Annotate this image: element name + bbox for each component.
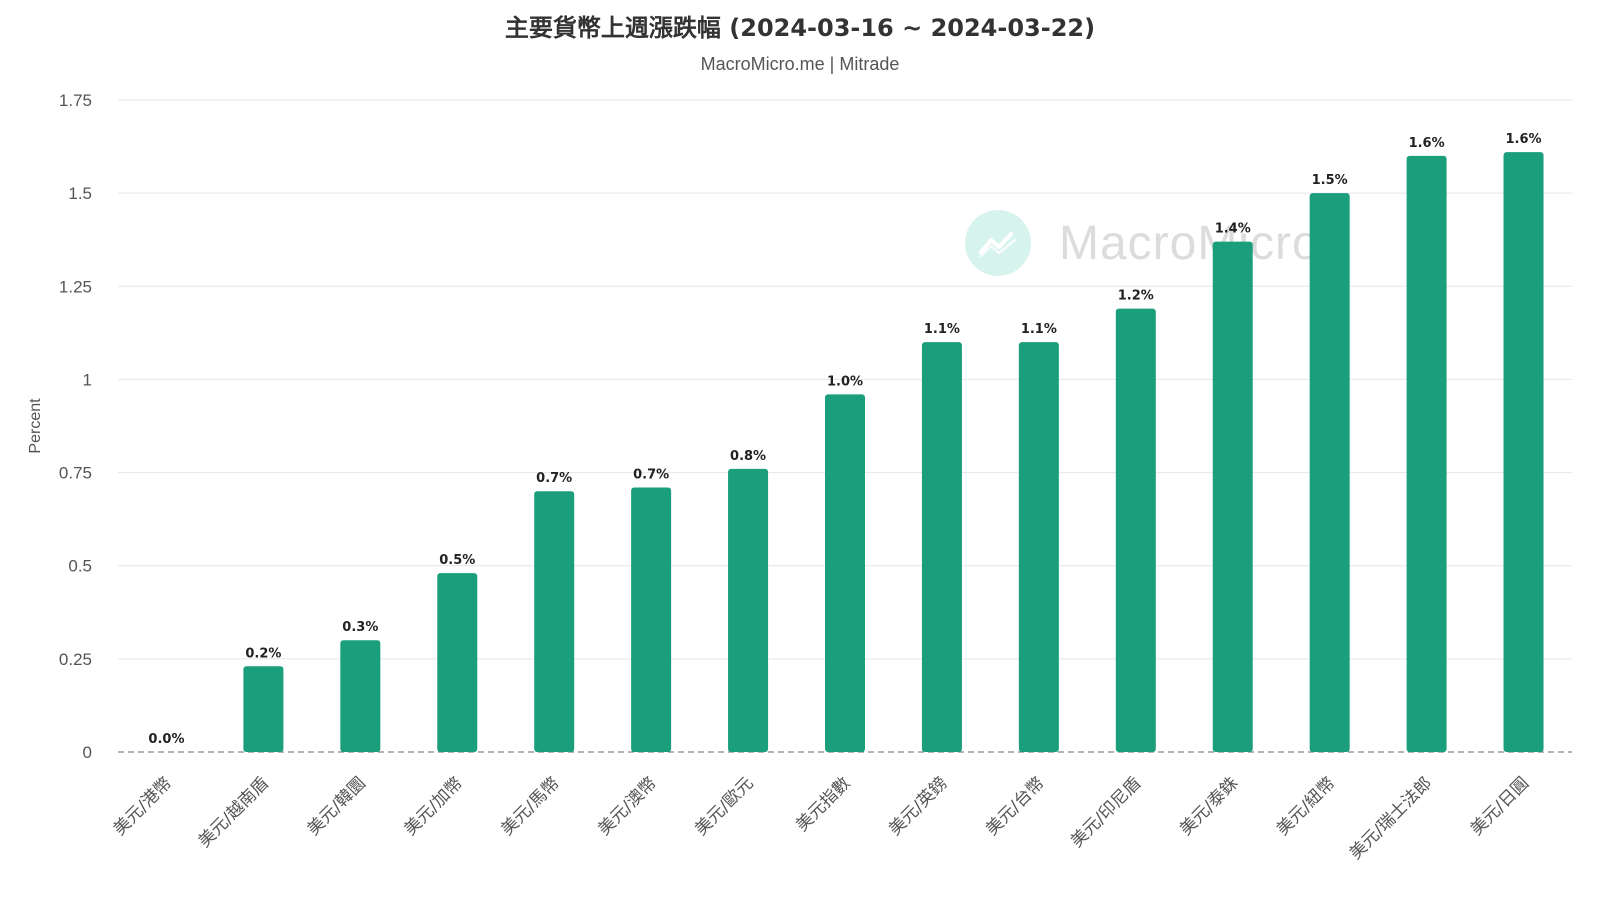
data-label: 1.1% — [1021, 322, 1057, 337]
bar — [1406, 155, 1447, 752]
bar — [1018, 342, 1059, 752]
x-tick-label: 美元/紐幣 — [1273, 773, 1339, 839]
data-label: 1.6% — [1506, 132, 1542, 147]
x-tick-label: 美元/韓圜 — [304, 773, 370, 839]
data-label: 1.2% — [1118, 289, 1154, 304]
data-label: 1.0% — [827, 374, 863, 389]
bar — [921, 342, 962, 752]
bar — [1503, 152, 1544, 752]
y-tick-label: 0.5 — [68, 557, 92, 576]
y-axis-ticks: 0 0.25 0.5 0.75 1 1.25 1.5 1.75 — [59, 91, 92, 762]
data-label: 1.4% — [1215, 222, 1251, 237]
data-label: 0.2% — [245, 646, 281, 661]
x-tick-label: 美元指數 — [792, 773, 854, 835]
y-tick-label: 0.25 — [59, 650, 92, 669]
y-tick-label: 1.25 — [59, 277, 92, 296]
chart-subtitle: MacroMicro.me | Mitrade — [700, 54, 900, 74]
x-tick-label: 美元/港幣 — [110, 773, 176, 839]
x-tick-label: 美元/台幣 — [982, 773, 1048, 839]
x-tick-label: 美元/歐元 — [691, 773, 757, 839]
x-tick-label: 美元/日圓 — [1467, 773, 1533, 839]
x-tick-label: 美元/英鎊 — [885, 773, 951, 839]
x-tick-label: 美元/瑞士法郎 — [1346, 773, 1436, 863]
x-tick-label: 美元/加幣 — [401, 773, 467, 839]
bars — [243, 152, 1544, 753]
bar — [1309, 193, 1350, 753]
data-label: 0.5% — [439, 553, 475, 568]
data-label: 0.7% — [633, 467, 669, 482]
data-label: 0.0% — [148, 732, 184, 747]
data-label: 0.8% — [730, 449, 766, 464]
data-label: 1.1% — [924, 322, 960, 337]
y-tick-label: 1 — [83, 370, 92, 389]
x-tick-label: 美元/澳幣 — [594, 773, 660, 839]
chart-title: 主要貨幣上週漲跌幅 (2024-03-16 ~ 2024-03-22) — [504, 14, 1096, 42]
data-label: 0.7% — [536, 471, 572, 486]
y-tick-label: 0 — [83, 743, 92, 762]
x-tick-label: 美元/印尼盾 — [1067, 773, 1145, 851]
bar — [437, 573, 478, 752]
bar — [631, 487, 672, 752]
x-tick-label: 美元/馬幣 — [497, 773, 563, 839]
y-tick-label: 1.5 — [68, 184, 92, 203]
y-tick-label: 1.75 — [59, 91, 92, 110]
data-labels: 0.0% 0.2% 0.3% 0.5% 0.7% 0.7% 0.8% 1.0% 1.1% 1.1%… — [148, 132, 1541, 747]
x-tick-label: 美元/泰銖 — [1176, 773, 1242, 839]
bar — [534, 491, 575, 752]
bar — [1212, 241, 1253, 752]
y-axis-title: Percent — [27, 398, 44, 454]
bar — [825, 394, 865, 752]
data-label: 1.6% — [1409, 136, 1445, 151]
bar — [243, 666, 284, 752]
x-axis-labels: 美元/港幣 美元/越南盾 美元/韓圜 美元/加幣 美元/馬幣 美元/澳幣 美元/歐元 美元指數… — [110, 773, 1533, 863]
bar — [1115, 308, 1156, 752]
data-label: 0.3% — [342, 620, 378, 635]
x-tick-label: 美元/越南盾 — [195, 773, 273, 851]
y-tick-label: 0.75 — [59, 464, 92, 483]
bar — [728, 468, 769, 752]
data-label: 1.5% — [1312, 173, 1348, 188]
bar — [340, 640, 381, 752]
